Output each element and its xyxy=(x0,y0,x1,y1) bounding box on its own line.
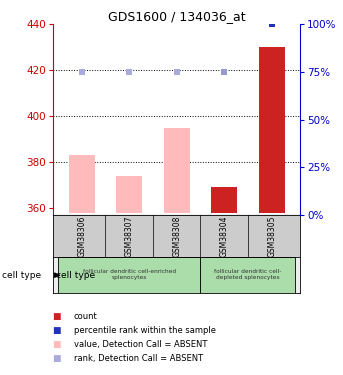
Text: ■: ■ xyxy=(52,340,61,349)
Text: value, Detection Call = ABSENT: value, Detection Call = ABSENT xyxy=(74,340,207,349)
Bar xyxy=(200,257,295,293)
Bar xyxy=(259,47,285,213)
Bar xyxy=(116,176,142,213)
Text: ■: ■ xyxy=(52,326,61,335)
Text: GSM38308: GSM38308 xyxy=(172,215,181,257)
Bar xyxy=(58,257,200,293)
Text: GSM38306: GSM38306 xyxy=(77,215,86,257)
Text: percentile rank within the sample: percentile rank within the sample xyxy=(74,326,216,335)
Bar xyxy=(69,155,95,213)
Title: GDS1600 / 134036_at: GDS1600 / 134036_at xyxy=(108,10,246,23)
Text: follicular dendritic cell-enriched
splenocytes: follicular dendritic cell-enriched splen… xyxy=(83,269,176,280)
Text: count: count xyxy=(74,312,97,321)
Bar xyxy=(164,128,190,213)
Text: GSM38305: GSM38305 xyxy=(267,215,276,257)
Text: ■: ■ xyxy=(52,354,61,363)
Bar xyxy=(211,188,237,213)
Text: follicular dendritic cell-
depleted splenocytes: follicular dendritic cell- depleted sple… xyxy=(214,269,282,280)
Text: GSM38307: GSM38307 xyxy=(125,215,134,257)
Text: rank, Detection Call = ABSENT: rank, Detection Call = ABSENT xyxy=(74,354,203,363)
Text: ■: ■ xyxy=(52,312,61,321)
Text: GSM38304: GSM38304 xyxy=(220,215,229,257)
Text: cell type: cell type xyxy=(56,271,95,280)
Text: cell type: cell type xyxy=(2,271,41,280)
